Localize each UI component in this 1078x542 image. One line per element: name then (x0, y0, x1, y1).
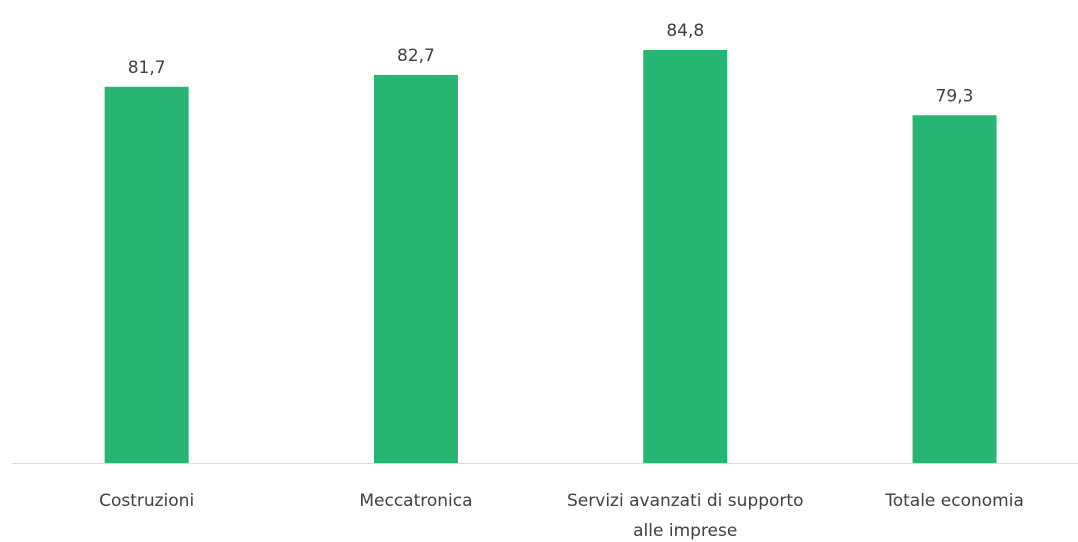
data-label: 84,8 (666, 21, 704, 41)
x-tick-label: Totale economia (885, 491, 1024, 511)
x-tick-label: Meccatronica (359, 491, 473, 511)
bar (373, 74, 458, 463)
bar (912, 115, 997, 464)
x-tick-label: Servizi avanzati di supporto alle impres… (567, 491, 804, 541)
data-label: 79,3 (936, 86, 974, 106)
data-label: 82,7 (397, 46, 435, 66)
bar (104, 86, 189, 463)
x-tick-label: Costruzioni (99, 491, 195, 511)
bar (643, 49, 728, 464)
data-label: 81,7 (128, 58, 166, 78)
